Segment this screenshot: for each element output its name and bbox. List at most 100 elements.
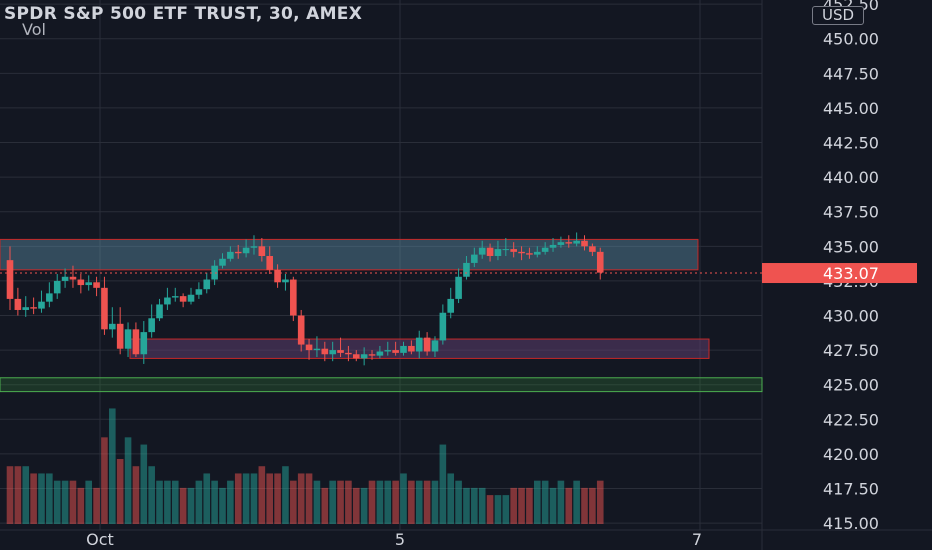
candle-body bbox=[274, 269, 281, 283]
price-tick-label: 417.50 bbox=[823, 479, 879, 498]
candle-body bbox=[494, 249, 502, 257]
price-axis[interactable]: 452.50450.00447.50445.00442.50440.00437.… bbox=[823, 0, 879, 533]
candle-body bbox=[69, 276, 77, 280]
volume-bar bbox=[6, 466, 14, 524]
volume-bar bbox=[408, 480, 415, 524]
volume-bar bbox=[518, 487, 525, 524]
volume-label: Vol bbox=[22, 20, 46, 39]
last-price-box bbox=[762, 263, 917, 284]
volume-bar bbox=[109, 408, 116, 524]
volume-bar bbox=[526, 487, 533, 524]
candle-body bbox=[140, 332, 148, 355]
candle-body bbox=[101, 287, 108, 330]
volume-bar bbox=[376, 480, 384, 524]
candle-body bbox=[360, 354, 368, 359]
volume-bar bbox=[337, 480, 344, 524]
zone-resistance bbox=[0, 238, 699, 271]
candle-body bbox=[541, 247, 549, 252]
volume-bar bbox=[439, 444, 447, 524]
candle-body bbox=[30, 307, 37, 309]
volume-bar bbox=[179, 487, 187, 524]
volume-bar bbox=[140, 444, 148, 524]
candle-body bbox=[282, 279, 289, 283]
candle-body bbox=[589, 246, 596, 252]
price-tick-label: 420.00 bbox=[823, 445, 879, 464]
price-tick-label: 422.50 bbox=[823, 410, 879, 429]
candle-body bbox=[526, 253, 533, 255]
volume-bar bbox=[93, 487, 100, 524]
candle-body bbox=[581, 240, 588, 247]
candle-body bbox=[124, 329, 132, 349]
volume-bar bbox=[124, 437, 132, 524]
volume-bar bbox=[116, 459, 124, 524]
volume-bar bbox=[486, 495, 494, 524]
volume-bar bbox=[242, 473, 250, 524]
price-tick-label: 447.50 bbox=[823, 64, 879, 83]
volume-bar bbox=[565, 487, 573, 524]
volume-bar bbox=[14, 466, 22, 524]
candle-body bbox=[211, 265, 218, 280]
candle-body bbox=[596, 251, 604, 273]
candle-body bbox=[345, 352, 352, 355]
candle-body bbox=[109, 323, 116, 330]
volume-bar bbox=[61, 480, 69, 524]
volume-bar bbox=[384, 480, 392, 524]
candle-body bbox=[234, 251, 242, 254]
volume-bar bbox=[46, 473, 53, 524]
candle-body bbox=[573, 240, 580, 244]
volume-bar bbox=[274, 473, 281, 524]
volume-bar bbox=[360, 487, 368, 524]
candle-body bbox=[313, 348, 321, 351]
volume-bar bbox=[195, 480, 203, 524]
volume-bar bbox=[30, 473, 37, 524]
volume-bar bbox=[211, 480, 218, 524]
volume-bar bbox=[549, 487, 557, 524]
volume-bar bbox=[541, 480, 549, 524]
candle-body bbox=[533, 251, 541, 255]
candle-body bbox=[242, 247, 250, 254]
volume-bar bbox=[573, 480, 580, 524]
price-tick-label: 440.00 bbox=[823, 168, 879, 187]
candle-body bbox=[337, 350, 344, 353]
volume-bar bbox=[589, 487, 596, 524]
volume-bar bbox=[400, 473, 407, 524]
candle-body bbox=[321, 348, 329, 355]
volume-bar bbox=[266, 473, 274, 524]
price-tick-label: 415.00 bbox=[823, 514, 879, 533]
volume-bar bbox=[368, 480, 376, 524]
time-tick-label: 5 bbox=[395, 530, 405, 549]
volume-bar bbox=[431, 480, 439, 524]
volume-bar bbox=[581, 487, 588, 524]
candle-body bbox=[85, 282, 92, 286]
candle-body bbox=[164, 297, 171, 305]
candle-body bbox=[6, 260, 14, 299]
candle-body bbox=[148, 318, 155, 333]
volume-bar bbox=[313, 480, 321, 524]
candle-body bbox=[510, 249, 517, 252]
candle-body bbox=[400, 345, 407, 353]
candle-body bbox=[557, 242, 565, 245]
volume-bar bbox=[101, 437, 108, 524]
candle-body bbox=[290, 279, 297, 316]
volume-bar bbox=[77, 487, 85, 524]
candle-body bbox=[447, 298, 455, 313]
volume-bar bbox=[415, 480, 423, 524]
price-tick-label: 425.00 bbox=[823, 376, 879, 395]
candle-body bbox=[297, 315, 305, 345]
volume-bar bbox=[305, 473, 313, 524]
volume-bar bbox=[38, 473, 45, 524]
volume-bar bbox=[53, 480, 61, 524]
candle-body bbox=[408, 345, 415, 352]
volume-bar bbox=[156, 480, 163, 524]
volume-bar bbox=[203, 473, 211, 524]
candle-body bbox=[227, 251, 234, 259]
candle-body bbox=[195, 289, 203, 295]
volume-bar bbox=[258, 466, 266, 524]
candle-body bbox=[38, 301, 45, 309]
time-axis[interactable]: Oct 5 7 bbox=[86, 530, 702, 549]
candle-body bbox=[14, 298, 22, 310]
price-tick-label: 445.00 bbox=[823, 99, 879, 118]
currency-button[interactable]: USD bbox=[812, 6, 864, 25]
candle-body bbox=[423, 337, 431, 352]
